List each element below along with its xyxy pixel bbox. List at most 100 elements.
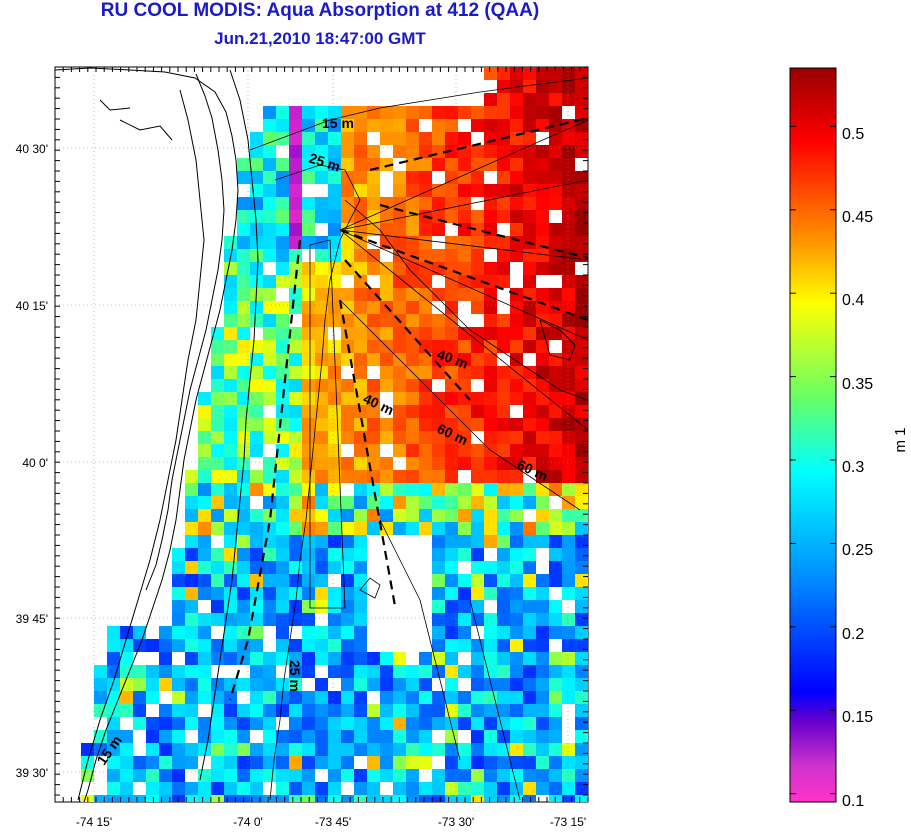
absorption-pixel <box>250 509 263 522</box>
absorption-pixel <box>224 418 237 431</box>
absorption-field <box>81 67 588 802</box>
absorption-pixel <box>432 483 445 496</box>
absorption-pixel <box>302 496 315 509</box>
absorption-pixel <box>575 223 588 236</box>
absorption-pixel <box>289 288 302 301</box>
absorption-pixel <box>341 691 354 704</box>
absorption-pixel <box>510 171 523 184</box>
absorption-pixel <box>445 210 458 223</box>
absorption-pixel <box>549 613 562 626</box>
absorption-pixel <box>315 249 328 262</box>
absorption-pixel <box>419 314 432 327</box>
absorption-pixel <box>575 314 588 327</box>
absorption-pixel <box>523 574 536 587</box>
absorption-pixel <box>341 197 354 210</box>
absorption-pixel <box>224 652 237 665</box>
absorption-pixel <box>276 509 289 522</box>
absorption-pixel <box>146 717 159 730</box>
absorption-pixel <box>133 626 146 639</box>
absorption-pixel <box>419 145 432 158</box>
absorption-pixel <box>419 405 432 418</box>
absorption-pixel <box>471 639 484 652</box>
absorption-pixel <box>562 405 575 418</box>
absorption-pixel <box>302 119 315 132</box>
absorption-pixel <box>497 405 510 418</box>
absorption-pixel <box>198 431 211 444</box>
absorption-pixel <box>172 574 185 587</box>
absorption-pixel <box>302 405 315 418</box>
absorption-pixel <box>315 496 328 509</box>
absorption-pixel <box>445 158 458 171</box>
absorption-pixel <box>263 197 276 210</box>
absorption-pixel <box>354 522 367 535</box>
absorption-pixel <box>159 639 172 652</box>
absorption-pixel <box>354 665 367 678</box>
absorption-pixel <box>302 717 315 730</box>
absorption-pixel <box>497 496 510 509</box>
absorption-pixel <box>237 418 250 431</box>
absorption-pixel <box>315 106 328 119</box>
absorption-pixel <box>549 288 562 301</box>
absorption-pixel <box>341 639 354 652</box>
absorption-pixel <box>289 197 302 210</box>
absorption-pixel <box>575 210 588 223</box>
absorption-pixel <box>289 158 302 171</box>
absorption-pixel <box>185 548 198 561</box>
absorption-pixel <box>237 431 250 444</box>
absorption-pixel <box>289 587 302 600</box>
absorption-pixel <box>484 574 497 587</box>
absorption-pixel <box>237 600 250 613</box>
absorption-pixel <box>367 665 380 678</box>
absorption-pixel <box>458 769 471 782</box>
absorption-pixel <box>224 275 237 288</box>
absorption-pixel <box>575 275 588 288</box>
absorption-pixel <box>575 639 588 652</box>
absorption-pixel <box>263 340 276 353</box>
absorption-pixel <box>341 431 354 444</box>
absorption-pixel <box>263 353 276 366</box>
absorption-pixel <box>458 431 471 444</box>
absorption-pixel <box>562 132 575 145</box>
absorption-pixel <box>120 691 133 704</box>
absorption-pixel <box>250 301 263 314</box>
absorption-pixel <box>458 106 471 119</box>
absorption-pixel <box>94 665 107 678</box>
absorption-pixel <box>575 535 588 548</box>
absorption-pixel <box>94 743 107 756</box>
absorption-pixel <box>497 314 510 327</box>
absorption-pixel <box>328 470 341 483</box>
absorption-pixel <box>510 457 523 470</box>
absorption-pixel <box>562 769 575 782</box>
absorption-pixel <box>367 730 380 743</box>
absorption-pixel <box>354 652 367 665</box>
absorption-pixel <box>549 652 562 665</box>
absorption-pixel <box>393 743 406 756</box>
absorption-pixel <box>445 522 458 535</box>
absorption-pixel <box>198 522 211 535</box>
absorption-pixel <box>523 782 536 795</box>
absorption-pixel <box>484 769 497 782</box>
absorption-pixel <box>289 106 302 119</box>
absorption-pixel <box>276 236 289 249</box>
absorption-pixel <box>354 184 367 197</box>
absorption-pixel <box>354 275 367 288</box>
absorption-pixel <box>315 145 328 158</box>
absorption-pixel <box>276 470 289 483</box>
absorption-pixel <box>354 574 367 587</box>
absorption-pixel <box>562 210 575 223</box>
absorption-pixel <box>341 600 354 613</box>
absorption-pixel <box>380 288 393 301</box>
absorption-pixel <box>575 756 588 769</box>
absorption-pixel <box>198 444 211 457</box>
absorption-pixel <box>497 119 510 132</box>
absorption-pixel <box>237 730 250 743</box>
absorption-pixel <box>484 652 497 665</box>
absorption-pixel <box>315 379 328 392</box>
absorption-pixel <box>484 210 497 223</box>
absorption-pixel <box>237 470 250 483</box>
absorption-pixel <box>341 509 354 522</box>
absorption-pixel <box>224 405 237 418</box>
absorption-pixel <box>250 353 263 366</box>
absorption-pixel <box>302 509 315 522</box>
absorption-pixel <box>419 665 432 678</box>
